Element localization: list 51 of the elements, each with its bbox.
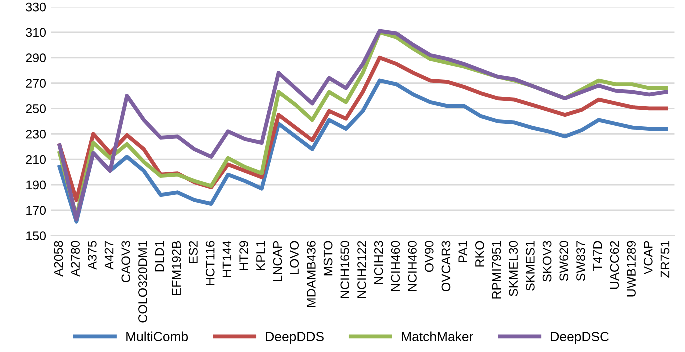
x-tick-label: SW620 (560, 241, 569, 282)
x-tick-label: NCIH460 (408, 241, 417, 292)
x-tick-label: A2058 (54, 241, 64, 277)
x-tick-label: COLO320DM1 (138, 241, 148, 323)
x-tick-label: SKMES1 (526, 241, 535, 291)
y-tick-label: 250 (26, 104, 46, 114)
x-tick-label: PA1 (458, 241, 468, 262)
x-tick-label: HT29 (240, 241, 248, 270)
legend-label: DeepDDS (266, 332, 324, 344)
x-tick-label: VCAP (644, 241, 653, 275)
x-tick-label: LNCAP (273, 241, 282, 282)
y-tick-label: 190 (26, 180, 46, 190)
legend-label: MatchMaker (402, 332, 474, 342)
x-tick-label: MSTO (324, 241, 333, 276)
y-tick-label: 290 (26, 54, 46, 63)
x-tick-label: MDAMB436 (307, 241, 316, 308)
legend-label: MultiComb (126, 332, 188, 342)
x-tick-label: HCT116 (206, 241, 215, 286)
x-tick-label: CAOV3 (122, 241, 131, 282)
x-tick-label: OV90 (424, 241, 434, 272)
x-tick-label: SW837 (576, 241, 586, 282)
x-tick-label: NCIH23 (374, 241, 384, 284)
x-tick-label: SKOV3 (542, 241, 552, 282)
x-tick-label: A375 (88, 241, 97, 270)
x-tick-label: NCIH2122 (358, 241, 366, 298)
y-tick-label: 330 (26, 2, 46, 12)
y-tick-label: 170 (26, 206, 46, 216)
x-tick-label: UWB1289 (627, 241, 636, 297)
y-tick-label: 270 (26, 79, 46, 88)
x-tick-label: UACC62 (610, 241, 620, 290)
x-tick-label: NCIH1650 (340, 241, 350, 298)
x-tick-label: KPL1 (256, 241, 266, 270)
x-tick-label: SKMEL30 (509, 241, 518, 296)
y-tick-label: 310 (26, 28, 46, 38)
y-tick-label: 230 (26, 130, 46, 139)
x-tick-label: A2780 (71, 241, 80, 277)
x-tick-label: ZR751 (660, 241, 670, 278)
x-tick-label: A427 (104, 241, 114, 270)
x-tick-label: RPMI7951 (492, 241, 502, 299)
x-tick-label: NCIH460 (391, 241, 400, 292)
x-tick-label: HT144 (222, 241, 232, 278)
x-tick-label: EFM192B (172, 241, 182, 296)
x-tick-label: T47D (594, 241, 602, 271)
x-tick-label: DLD1 (156, 241, 164, 272)
y-tick-label: 210 (26, 155, 46, 164)
x-tick-label: LOVO (290, 241, 300, 274)
x-tick-label: OVCAR3 (442, 241, 451, 292)
x-tick-label: ES2 (189, 241, 198, 264)
x-tick-label: RKO (475, 241, 484, 267)
y-tick-label: 150 (26, 232, 46, 240)
legend-label: DeepDSC (551, 332, 610, 344)
